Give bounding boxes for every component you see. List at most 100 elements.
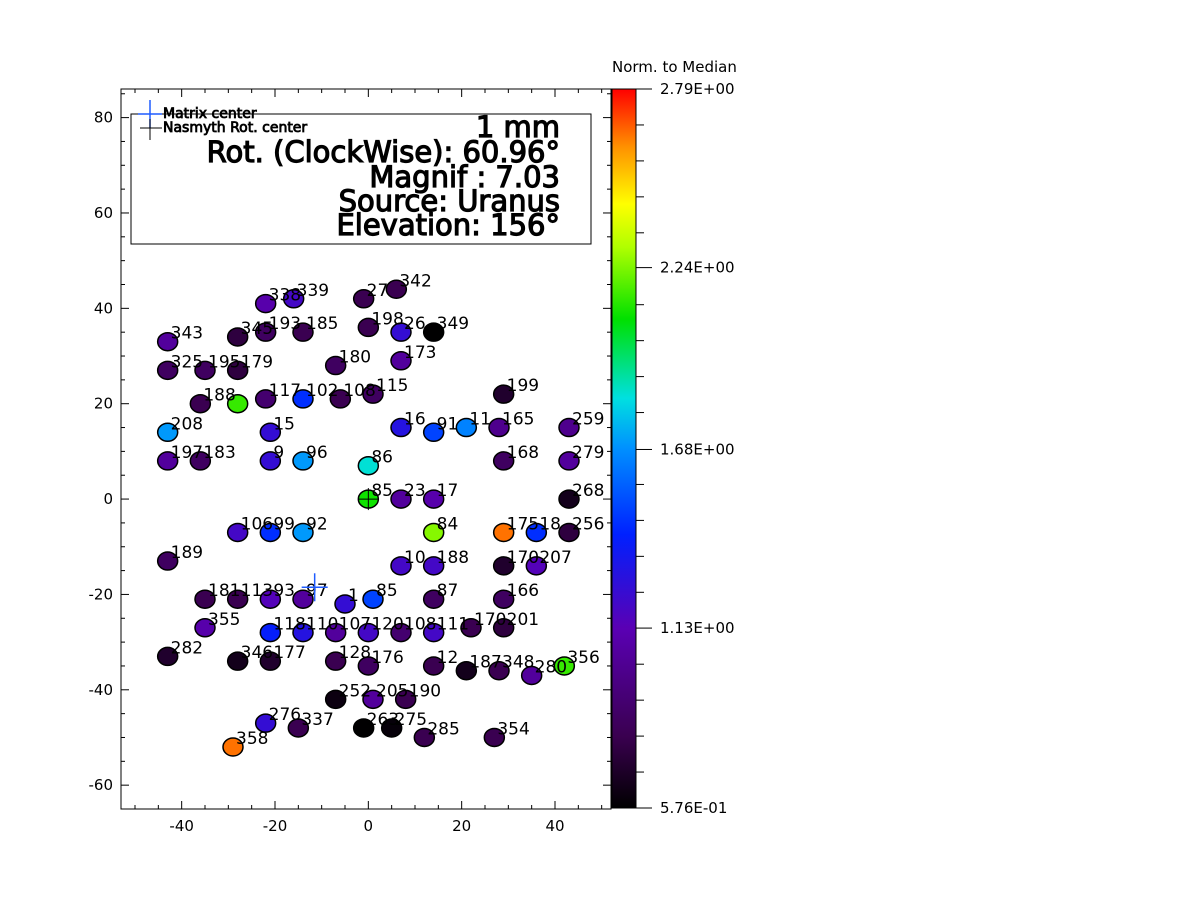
detector-label: 86 (371, 448, 393, 468)
detector-label: 195 (208, 352, 240, 372)
detector-point (525, 556, 548, 576)
detector-point (390, 556, 412, 576)
detector-label: 325 (171, 352, 203, 372)
detector-point (488, 660, 510, 681)
detector-point (422, 622, 445, 643)
detector-point (287, 718, 310, 738)
detector-label: 349 (437, 314, 469, 334)
detector-label: 96 (306, 443, 328, 463)
detector-point (189, 451, 212, 471)
detector-label: 189 (171, 543, 203, 563)
detector-label: 23 (404, 481, 426, 501)
x-axis: -40 -20 0 20 40 (134, 89, 603, 835)
detector-label: 193 (269, 314, 301, 334)
detector-label: 280 (535, 657, 567, 677)
detector-point (492, 522, 515, 543)
detector-point (422, 322, 445, 342)
detector-label: 85 (371, 481, 393, 501)
detector-point (362, 589, 384, 609)
detector-label: 108 (343, 381, 375, 401)
detector-point (352, 289, 375, 309)
detector-point (282, 289, 305, 309)
detector-label: 268 (572, 481, 604, 501)
detector-point (156, 451, 179, 471)
colorbar-tick-label: 1.13E+00 (660, 619, 735, 637)
detector-point (483, 727, 506, 748)
detector-point (292, 622, 314, 643)
info-source: Source: Uranus (339, 184, 560, 218)
detector-point (422, 556, 445, 576)
detector-point (194, 360, 216, 381)
detector-label: 337 (301, 710, 333, 730)
detector-label: 197 (171, 443, 203, 463)
detector-point (292, 322, 314, 342)
detector-label: 275 (395, 710, 427, 730)
detector-label: 185 (306, 314, 338, 334)
y-tick-label: 0 (103, 490, 113, 508)
detector-point (390, 622, 412, 643)
detector-label: 9 (273, 443, 284, 463)
detector-point (558, 417, 580, 438)
x-tick-label: -40 (169, 817, 194, 835)
colorbar-gradient (611, 88, 637, 809)
detector-point (156, 422, 179, 443)
detector-label: 10 (404, 548, 426, 568)
detector-point (226, 522, 249, 543)
detector-point (520, 665, 543, 686)
detector-point (558, 451, 580, 471)
detector-point (390, 417, 412, 438)
detector-label: 92 (306, 514, 328, 534)
colorbar-tick-label: 5.76E-01 (660, 799, 727, 817)
detector-point (422, 589, 445, 609)
detector-label: 207 (539, 548, 571, 568)
detector-point (259, 451, 282, 471)
detector-point (259, 422, 282, 443)
detector-label: 108 (404, 615, 436, 635)
detector-label: 175 (507, 514, 539, 534)
detector-point (422, 422, 445, 443)
detector-label: 106 (241, 514, 273, 534)
detector-label: 187 (469, 653, 501, 673)
detector-label: 107 (339, 615, 371, 635)
detector-point (422, 656, 445, 676)
detector-label: 256 (572, 514, 604, 534)
detector-label: 259 (572, 410, 604, 430)
detector-label: 177 (273, 643, 305, 663)
detector-label: 110 (306, 615, 338, 635)
detector-label: 285 (427, 719, 459, 739)
detector-label: 355 (208, 610, 240, 630)
colorbar-title: Norm. to Median (612, 58, 737, 76)
detector-label: 190 (409, 681, 441, 701)
x-tick-label: -20 (263, 817, 288, 835)
detector-point (385, 279, 408, 300)
detector-label: 188 (203, 386, 235, 406)
detector-point (362, 384, 384, 404)
detector-point (259, 522, 282, 543)
info-rotation: Rot. (ClockWise): 60.96° (207, 135, 560, 169)
detector-label: 27 (367, 281, 389, 301)
detector-point (455, 660, 478, 681)
detector-label: 183 (203, 443, 235, 463)
detector-point (553, 656, 576, 676)
detector-label: 345 (241, 319, 273, 339)
detector-label: 179 (241, 352, 273, 372)
detector-point (222, 737, 244, 757)
colorbar-ticks: 2.79E+00 2.24E+00 1.68E+00 1.13E+00 5.76E-01 (636, 80, 735, 817)
detector-label: 263 (367, 710, 399, 730)
detector-point (422, 489, 445, 509)
legend-matrix-label: Matrix center (163, 106, 257, 122)
detector-label: 26 (404, 314, 426, 334)
detector-point (362, 689, 384, 710)
detector-point (492, 618, 515, 638)
detector-point (488, 417, 510, 438)
detector-point (189, 393, 212, 414)
detector-point (259, 651, 282, 671)
detector-label: 99 (273, 514, 295, 534)
colorbar-tick-label: 2.79E+00 (660, 80, 735, 98)
detector-point (492, 384, 515, 404)
detector-label: 358 (236, 729, 268, 749)
detector-point (357, 455, 380, 476)
detector-point (194, 618, 216, 638)
